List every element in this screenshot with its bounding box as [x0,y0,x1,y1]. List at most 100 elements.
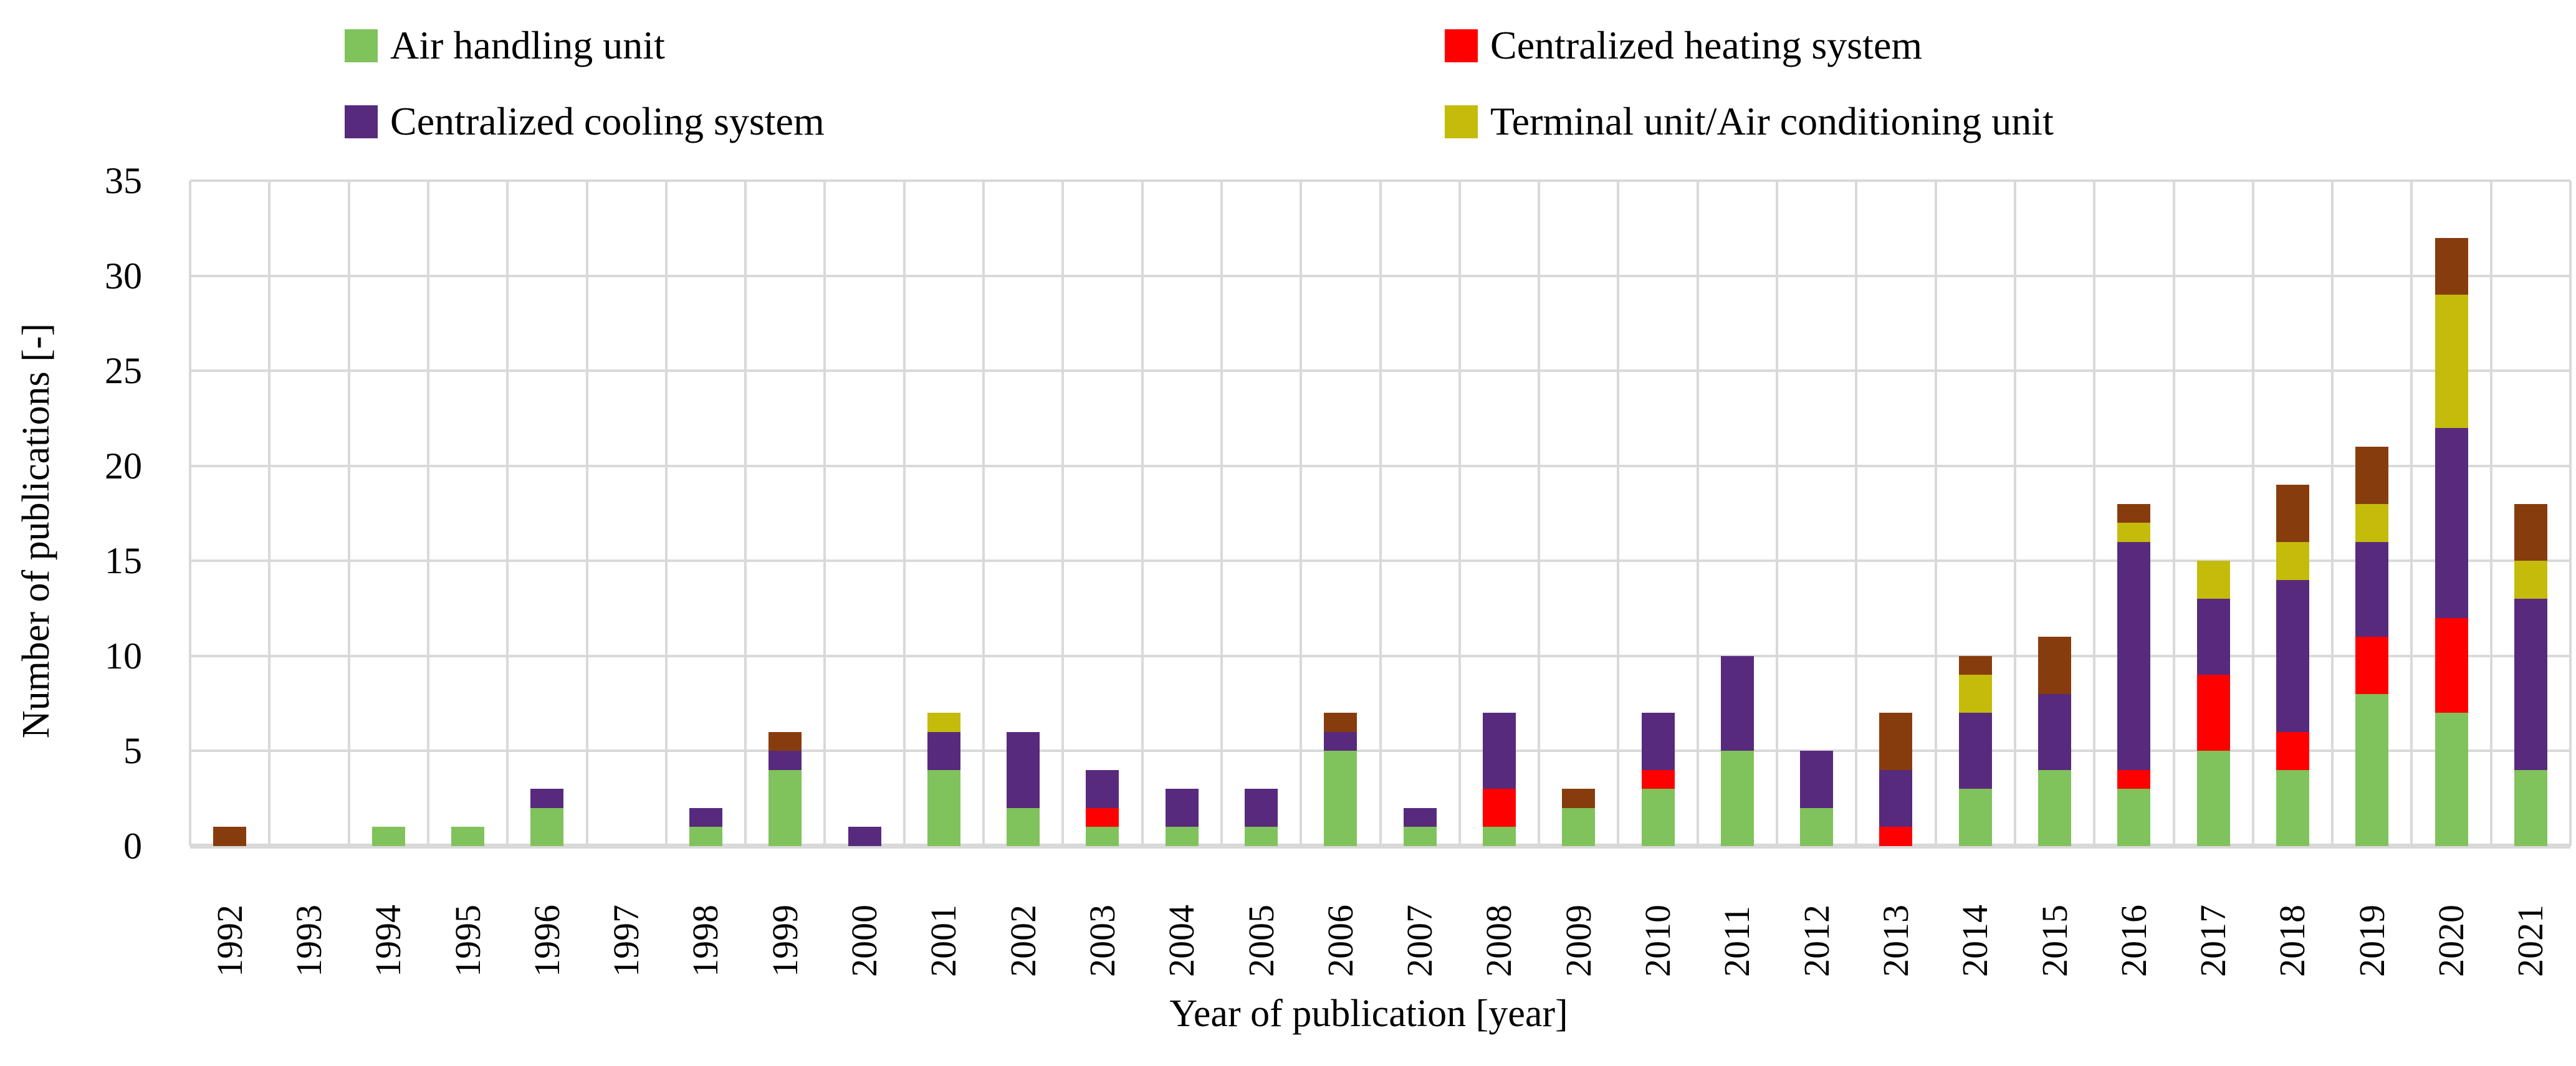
bar-segment [451,827,485,846]
v-gridline [585,181,588,846]
bar-segment [2276,731,2309,770]
v-gridline [2093,181,2096,846]
bar-segment [689,827,722,846]
bar-segment [1720,655,1754,751]
y-tick-label: 25 [105,350,142,392]
v-gridline [903,181,906,846]
x-tick-label: 2004 [1161,905,1202,977]
x-tick-label: 1992 [209,905,250,977]
legend-swatch-icon [345,29,378,62]
v-gridline [744,181,747,846]
bar-segment [2117,523,2151,542]
bar-segment [2514,503,2547,561]
bar-segment [1958,655,1992,675]
bar-segment [2355,693,2389,846]
v-gridline [1300,181,1303,846]
v-gridline [1061,181,1065,846]
v-gridline [1934,181,1937,846]
x-tick-label: 2000 [844,905,885,977]
x-tick-label: 1993 [288,905,329,977]
bar-segment [1324,713,1357,732]
bar-segment [2038,769,2072,846]
legend-label: Centralized cooling system [390,99,825,143]
bar-segment [1641,713,1675,770]
v-gridline [1855,181,1858,846]
v-gridline [2251,181,2254,846]
legend-label: Air handling unit [390,23,665,67]
x-tick-label: 2015 [2034,905,2075,977]
x-tick-label: 1995 [447,905,488,977]
bar-segment [2435,295,2468,428]
bar-segment [2276,541,2309,580]
bar-segment [1086,827,1119,846]
y-tick-label: 10 [105,635,142,677]
bar-segment [1879,827,1913,846]
bar-segment [1482,827,1516,846]
bar-segment [2276,769,2309,846]
bar-segment [1879,713,1913,770]
bar-segment [2435,427,2468,618]
bar-segment [2117,503,2151,523]
bar-segment [1641,769,1675,789]
bar-segment [2435,713,2468,846]
x-axis-title: Year of publication [year] [1169,992,1568,1035]
bar-segment [2196,675,2230,751]
v-gridline [1379,181,1382,846]
bar-segment [1958,675,1992,713]
v-gridline [1141,181,1144,846]
bar-segment [1720,751,1754,846]
bar-segment [2514,599,2547,770]
x-tick-label: 2020 [2431,905,2472,977]
v-gridline [189,181,191,846]
x-tick-label: 2006 [1319,905,1361,977]
y-tick-label: 35 [105,160,142,201]
bar-segment [1958,789,1992,846]
bar-segment [2514,769,2547,846]
bar-segment [2038,693,2072,770]
legend-swatch-icon [345,105,378,138]
bar-segment [1086,807,1119,827]
x-tick-label: 2010 [1637,905,1678,977]
x-tick-label: 2017 [2193,905,2234,977]
y-tick-label: 20 [105,445,142,487]
v-gridline [1458,181,1461,846]
bar-segment [927,731,960,770]
bar-segment [1165,827,1199,846]
bar-segment [1800,751,1834,808]
bar-segment [768,751,802,770]
bar-segment [2435,237,2468,295]
v-gridline [2410,181,2413,846]
bar-segment [1958,713,1992,789]
bar-segment [2117,789,2151,846]
x-tick-label: 2005 [1240,905,1281,977]
x-tick-label: 2007 [1399,905,1440,977]
bar-segment [2117,541,2151,770]
bar-segment [2355,503,2389,542]
bar-segment [530,789,564,808]
bar-segment [768,731,802,751]
v-gridline [823,181,826,846]
y-tick-label: 0 [123,826,142,867]
legend-item: Centralized cooling system [345,100,825,143]
x-tick-label: 1998 [685,905,726,977]
bar-segment [1245,789,1278,827]
x-tick-label: 1994 [368,905,409,977]
bar-segment [2435,617,2468,713]
v-gridline [1617,181,1620,846]
bar-segment [2196,751,2230,846]
x-tick-label: 2013 [1875,905,1916,977]
bar-segment [2355,541,2389,637]
v-gridline [2569,181,2572,846]
y-axis-title: Number of publications [-] [15,323,57,739]
legend-swatch-icon [1445,105,1478,138]
bar-segment [768,769,802,846]
v-gridline [982,181,985,846]
bar-segment [1324,731,1357,751]
x-tick-label: 2012 [1796,905,1837,977]
v-gridline [268,181,271,846]
x-tick-label: 2018 [2272,905,2313,977]
bar-segment [1403,827,1437,846]
legend-label: Terminal unit/Air conditioning unit [1490,99,2054,143]
x-tick-label: 2001 [923,905,964,977]
x-tick-label: 2021 [2510,905,2551,977]
